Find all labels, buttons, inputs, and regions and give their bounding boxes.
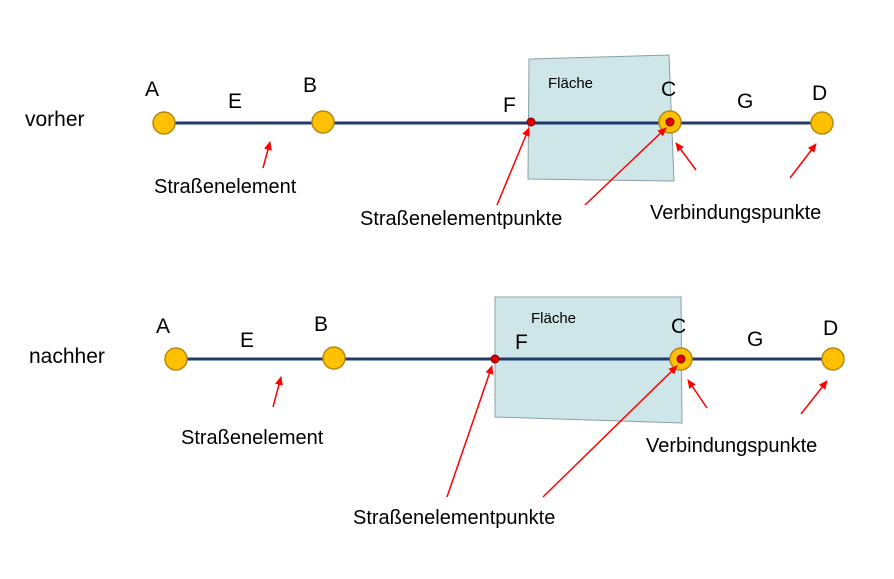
edge-g-label: G: [747, 328, 763, 351]
area-label: Fläche: [548, 75, 593, 92]
node-b-label: B: [314, 313, 328, 336]
arrow-connection-d: [800, 380, 828, 415]
edge-e-label: E: [228, 90, 242, 113]
node-c-label: C: [671, 315, 686, 338]
connection-points-label: Verbindungspunkte: [650, 202, 821, 224]
node-a-label: A: [156, 315, 170, 338]
node-d: [810, 111, 834, 135]
node-a: [152, 111, 176, 135]
arrow-connection-c: [675, 142, 697, 171]
row-label: vorher: [25, 108, 85, 131]
arrow-point-c: [584, 127, 667, 206]
arrow-point-f: [496, 127, 530, 206]
node-c-inner-point: [665, 117, 675, 127]
shape-point-f: [490, 354, 500, 364]
node-d-label: D: [823, 317, 838, 340]
arrow-road-element: [262, 141, 272, 169]
arrow-point-c: [542, 365, 678, 498]
road-element-points-label: Straßenelementpunkte: [353, 507, 555, 529]
node-c-inner-point: [676, 354, 686, 364]
arrow-connection-c: [687, 379, 708, 409]
connection-points-label: Verbindungspunkte: [646, 435, 817, 457]
node-b-label: B: [303, 74, 317, 97]
node-b: [322, 346, 346, 370]
panel-nachher: nachher Fläche A E B F C G D Straßenelem…: [29, 296, 845, 529]
shape-point-f-label: F: [503, 94, 516, 117]
road-element-label: Straßenelement: [181, 427, 324, 449]
node-b: [311, 110, 335, 134]
node-a-label: A: [145, 78, 159, 101]
area-polygon: [527, 54, 675, 182]
arrow-connection-d: [789, 143, 817, 179]
node-a: [164, 347, 188, 371]
area-label: Fläche: [531, 310, 576, 327]
road-element-points-label: Straßenelementpunkte: [360, 208, 562, 230]
node-d: [821, 347, 845, 371]
shape-point-f-label: F: [515, 331, 528, 354]
row-label: nachher: [29, 345, 105, 368]
panel-vorher: vorher Fläche A E B F C G D Straßeneleme…: [25, 54, 834, 230]
road-element-label: Straßenelement: [154, 176, 297, 198]
node-d-label: D: [812, 82, 827, 105]
node-c-label: C: [661, 78, 676, 101]
shape-point-f: [526, 117, 536, 127]
edge-e-label: E: [240, 329, 254, 352]
edge-g-label: G: [737, 90, 753, 113]
arrow-point-f: [446, 365, 494, 498]
arrow-road-element: [272, 376, 283, 408]
